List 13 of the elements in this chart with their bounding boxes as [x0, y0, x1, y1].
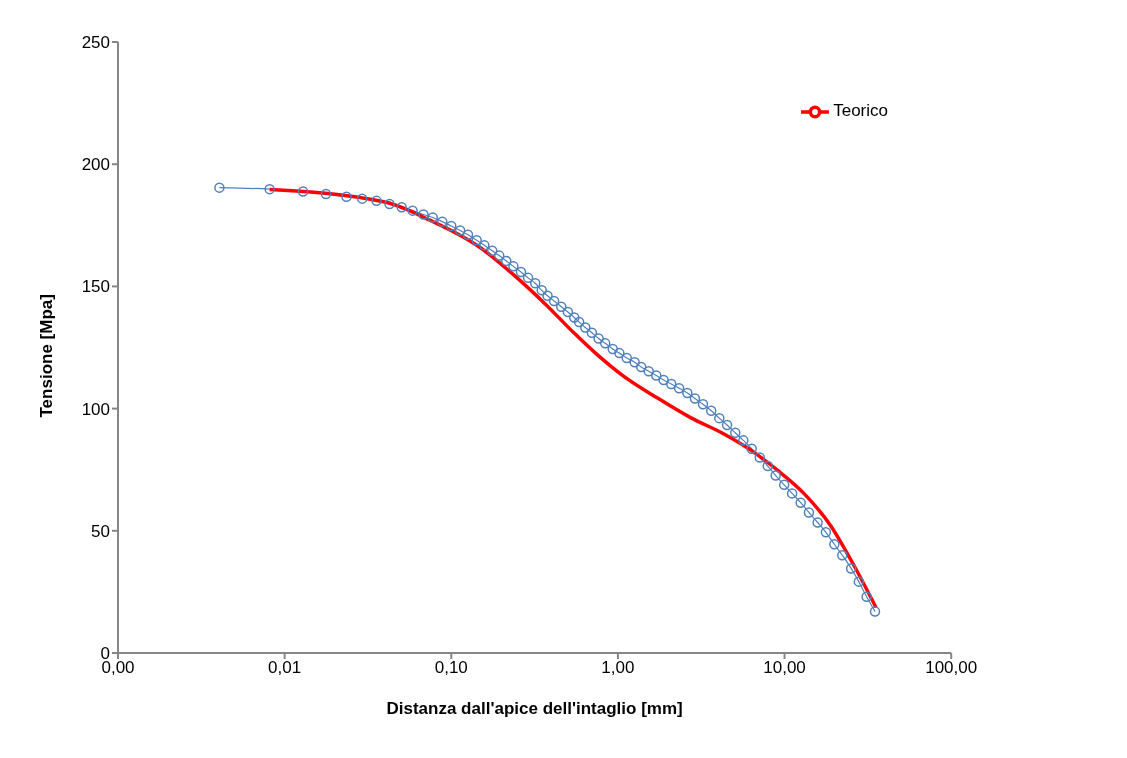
y-tick-label: 50 — [91, 521, 110, 541]
y-tick-label: 150 — [81, 277, 110, 297]
x-axis-title: Distanza dall'apice dell'intaglio [mm] — [386, 699, 683, 718]
x-tick-label: 10,00 — [763, 658, 806, 678]
x-tick-label: 0,10 — [434, 658, 468, 678]
x-tick-label: 1,00 — [601, 658, 635, 678]
x-tick-label: 0,01 — [268, 658, 302, 678]
y-axis-title: Tensione [Mpa] — [37, 294, 57, 418]
y-tick-label: 100 — [81, 399, 110, 419]
y-tick-label: 250 — [81, 33, 110, 53]
x-tick-label: 100,00 — [925, 658, 978, 678]
legend-label: Teorico — [833, 101, 888, 121]
y-tick-label: 200 — [81, 155, 110, 175]
